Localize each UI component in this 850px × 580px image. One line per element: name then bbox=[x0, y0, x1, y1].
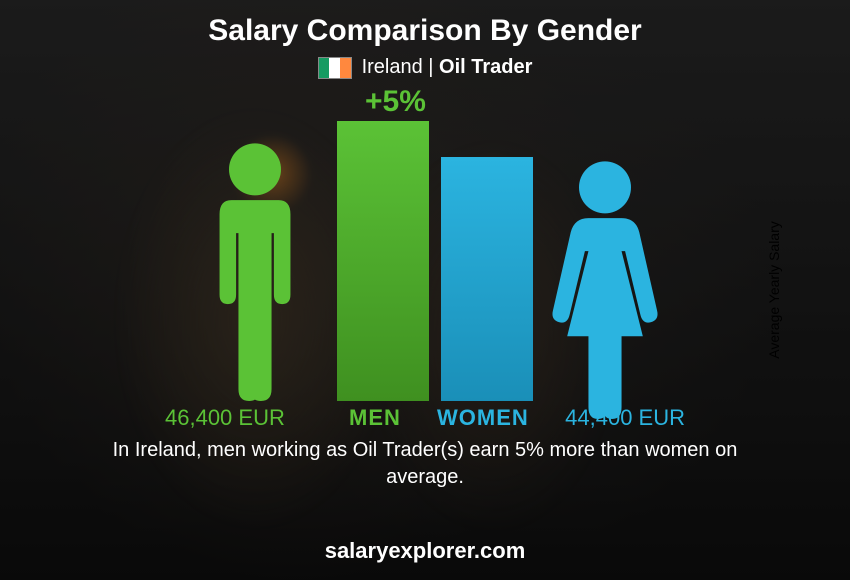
chart-title: Salary Comparison By Gender bbox=[208, 14, 641, 48]
content-wrapper: Salary Comparison By Gender Ireland | Oi… bbox=[0, 0, 850, 580]
description-text: In Ireland, men working as Oil Trader(s)… bbox=[75, 437, 775, 491]
flag-stripe-orange bbox=[340, 58, 351, 78]
subtitle-row: Ireland | Oil Trader bbox=[318, 56, 533, 79]
chart-area: +5% 46,400 EUR MEN WOMEN 44,400 EUR bbox=[105, 85, 745, 435]
flag-stripe-green bbox=[319, 58, 330, 78]
country-name: Ireland bbox=[362, 56, 423, 78]
subtitle-separator: | bbox=[423, 56, 439, 78]
bar-men bbox=[337, 121, 429, 401]
job-title: Oil Trader bbox=[439, 56, 532, 78]
y-axis-label: Average Yearly Salary bbox=[765, 221, 781, 359]
women-salary-value: 44,400 EUR bbox=[565, 405, 685, 431]
male-icon bbox=[195, 141, 315, 401]
men-bar-label: MEN bbox=[349, 405, 401, 431]
bar-women bbox=[441, 157, 533, 401]
women-bar-label: WOMEN bbox=[437, 405, 529, 431]
ireland-flag-icon bbox=[318, 57, 352, 79]
footer-source: salaryexplorer.com bbox=[0, 538, 850, 564]
female-icon bbox=[545, 159, 665, 419]
subtitle-text: Ireland | Oil Trader bbox=[362, 56, 533, 79]
difference-label: +5% bbox=[365, 85, 426, 119]
flag-stripe-white bbox=[329, 58, 340, 78]
men-salary-value: 46,400 EUR bbox=[165, 405, 285, 431]
